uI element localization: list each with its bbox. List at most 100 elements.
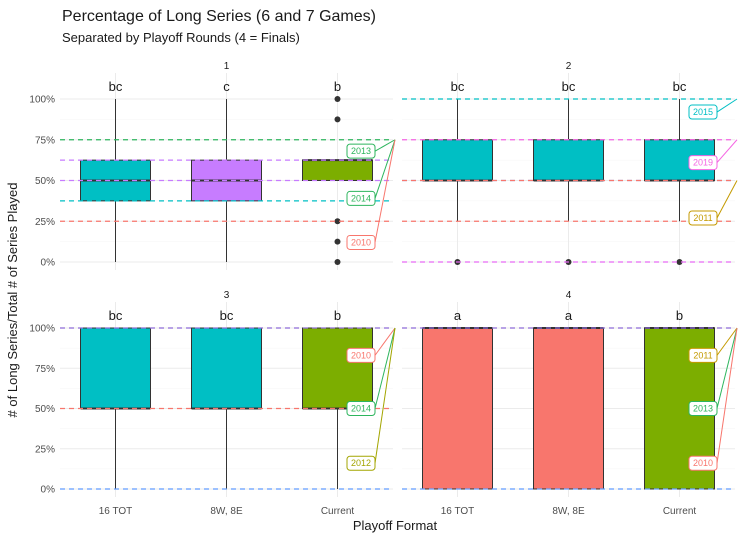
chart-subtitle: Separated by Playoff Rounds (4 = Finals) (62, 30, 300, 45)
box (533, 327, 604, 490)
box (302, 327, 373, 409)
boxplot-16-tot: bc (422, 79, 493, 265)
significance-letter: a (565, 308, 573, 323)
chart-title: Percentage of Long Series (6 and 7 Games… (62, 8, 376, 25)
boxplot-16-tot: a (422, 308, 493, 490)
callout-leader-line (374, 327, 396, 356)
significance-letter: a (454, 308, 462, 323)
callout-year-label: 2014 (351, 404, 371, 414)
y-tick-label: 75% (35, 135, 55, 146)
x-tick-label: 8W, 8E (552, 506, 585, 517)
y-tick-label: 75% (35, 364, 55, 375)
callout-leader-line (374, 327, 396, 409)
outlier-point (334, 238, 341, 245)
facet-panel-2: 2 bc bc bc 2015 2019 2011 (402, 61, 738, 270)
significance-letter: bc (220, 308, 234, 323)
callout-year-label: 2012 (351, 458, 371, 468)
boxplot-16-tot: bc (80, 79, 151, 262)
significance-letter: b (334, 79, 341, 94)
callout-leader-line (716, 327, 738, 464)
y-tick-label: 0% (41, 258, 56, 269)
callout-label-box (688, 455, 718, 471)
callout-year-label: 2011 (693, 350, 712, 360)
y-tick-label: 0% (41, 485, 56, 496)
callout-leader-line (716, 98, 738, 113)
box (80, 327, 151, 409)
facet-strip-label: 4 (566, 290, 572, 301)
box (191, 327, 262, 409)
callout-year-label: 2013 (351, 146, 371, 156)
callout-label-box (346, 143, 376, 159)
significance-letter: bc (109, 308, 123, 323)
x-tick-label: 16 TOT (441, 506, 475, 517)
callout-label-box (688, 401, 718, 416)
facet-strip-label: 2 (566, 61, 572, 72)
boxplot-8w-8e: c (191, 79, 262, 262)
callout-year-label: 2010 (351, 237, 371, 247)
callout-label-box (346, 234, 376, 250)
x-tick-label: Current (663, 506, 697, 517)
callout-year-label: 2010 (351, 350, 371, 360)
significance-letter: b (334, 308, 341, 323)
box (302, 159, 373, 181)
outlier-point (334, 259, 341, 265)
callout-label-box (346, 190, 376, 206)
outlier-point (676, 259, 683, 265)
y-tick-label: 100% (29, 324, 55, 335)
callout-year-label: 2013 (693, 404, 713, 414)
callout-leader-line (716, 180, 738, 219)
significance-letter: bc (451, 79, 465, 94)
y-tick-label: 100% (29, 95, 55, 106)
outlier-point (334, 116, 341, 123)
y-tick-label: 25% (35, 217, 55, 228)
y-tick-label: 25% (35, 444, 55, 455)
facet-strip-label: 3 (224, 290, 230, 301)
callout-year-label: 2014 (351, 193, 371, 203)
box (422, 327, 493, 490)
x-axis-title: Playoff Format (353, 518, 438, 533)
significance-letter: c (223, 79, 230, 94)
callout-leader-line (374, 139, 396, 243)
facet-panel-3: 3 0% 25% 50% 75% 100% 16 TOT 8W, 8E Current bc bc b… (29, 290, 396, 517)
callout-year-label: 2011 (693, 213, 712, 223)
boxplot-current: bc (644, 79, 715, 265)
y-axis-title: # of Long Series/Total # of Series Playe… (5, 183, 20, 418)
callout-leader-line (716, 327, 738, 409)
boxplot-8w-8e: bc (191, 308, 262, 489)
callout-label-box (688, 347, 718, 363)
callout-label-box (346, 347, 376, 363)
callout-label-box (346, 401, 376, 416)
callout-year-label: 2015 (693, 107, 713, 117)
box (422, 139, 493, 181)
boxplot-8w-8e: a (533, 308, 604, 490)
callout-leader-line (716, 139, 738, 163)
outlier-point (334, 218, 341, 225)
x-tick-label: Current (321, 506, 355, 517)
y-tick-label: 50% (35, 404, 55, 415)
callout-leader-line (716, 327, 738, 356)
outlier-point (334, 96, 341, 102)
x-tick-label: 16 TOT (99, 506, 133, 517)
facet-panel-1: 1 0% 25% 50% 75% 100% bc c b 2013 2014 2010 (29, 61, 396, 270)
callout-leader-line (374, 139, 396, 199)
box (533, 139, 604, 181)
x-tick-label: 8W, 8E (210, 506, 243, 517)
callout-label-box (688, 155, 718, 171)
callout-label-box (688, 210, 718, 226)
facet-strip-label: 1 (224, 61, 230, 72)
callout-leader-line (374, 139, 396, 152)
significance-letter: b (676, 308, 683, 323)
callout-label-box (346, 455, 376, 471)
callout-leader-line (374, 327, 396, 464)
callout-year-label: 2010 (693, 458, 713, 468)
facet-panel-4: 4 16 TOT 8W, 8E Current a a b 2011 2013 2010 (402, 290, 738, 517)
callout-year-label: 2019 (693, 158, 713, 168)
boxplot-16-tot: bc (80, 308, 151, 489)
significance-letter: bc (562, 79, 576, 94)
callout-label-box (688, 104, 718, 120)
significance-letter: bc (673, 79, 687, 94)
significance-letter: bc (109, 79, 123, 94)
y-tick-label: 50% (35, 176, 55, 187)
